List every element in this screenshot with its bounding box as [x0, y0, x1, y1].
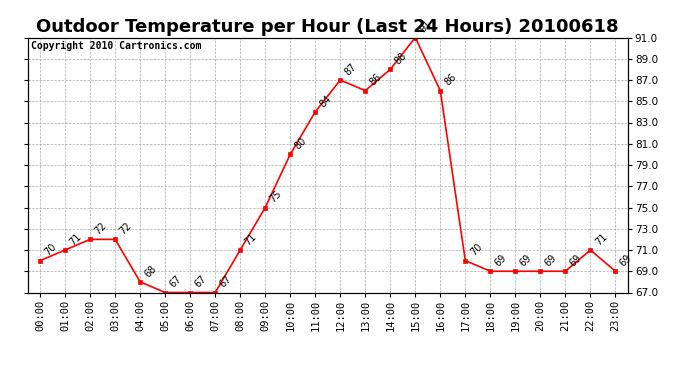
- Title: Outdoor Temperature per Hour (Last 24 Hours) 20100618: Outdoor Temperature per Hour (Last 24 Ho…: [37, 18, 619, 36]
- Text: 71: 71: [68, 231, 83, 247]
- Text: 72: 72: [118, 220, 134, 237]
- Text: 69: 69: [618, 253, 634, 268]
- Text: 91: 91: [418, 19, 434, 35]
- Text: 75: 75: [268, 189, 284, 205]
- Text: 69: 69: [493, 253, 509, 268]
- Text: 68: 68: [143, 263, 159, 279]
- Text: 67: 67: [193, 274, 209, 290]
- Text: 70: 70: [468, 242, 484, 258]
- Text: 69: 69: [568, 253, 584, 268]
- Text: 70: 70: [43, 242, 59, 258]
- Text: 80: 80: [293, 136, 308, 152]
- Text: 88: 88: [393, 51, 408, 67]
- Text: 71: 71: [243, 231, 259, 247]
- Text: 86: 86: [443, 72, 459, 88]
- Text: 72: 72: [93, 220, 109, 237]
- Text: 87: 87: [343, 62, 359, 77]
- Text: 69: 69: [518, 253, 534, 268]
- Text: Copyright 2010 Cartronics.com: Copyright 2010 Cartronics.com: [30, 41, 201, 51]
- Text: 67: 67: [168, 274, 184, 290]
- Text: 86: 86: [368, 72, 384, 88]
- Text: 71: 71: [593, 231, 609, 247]
- Text: 67: 67: [218, 274, 234, 290]
- Text: 84: 84: [318, 93, 334, 109]
- Text: 69: 69: [543, 253, 559, 268]
